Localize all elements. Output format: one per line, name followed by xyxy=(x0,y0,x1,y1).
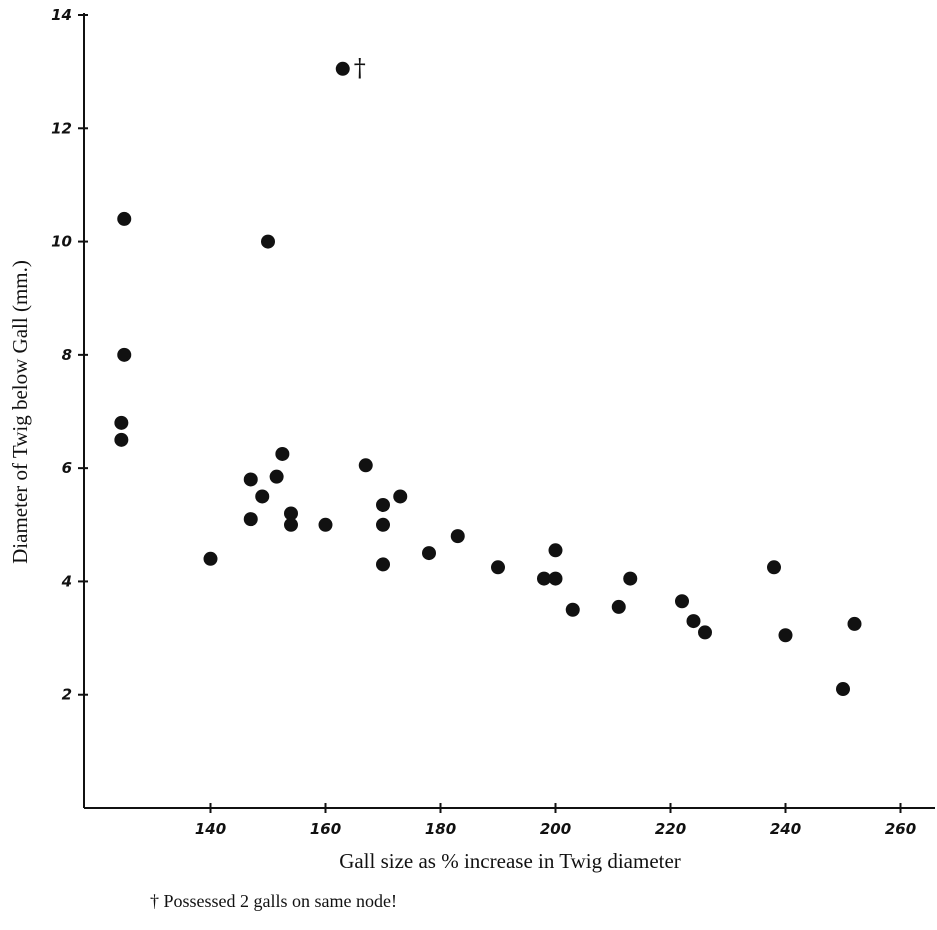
data-point xyxy=(393,489,408,504)
y-axis-title: Diameter of Twig below Gall (mm.) xyxy=(8,260,32,564)
y-tick-label: 12 xyxy=(51,119,72,137)
data-point xyxy=(114,432,129,447)
data-point xyxy=(255,489,270,504)
data-point xyxy=(284,506,298,521)
data-point xyxy=(450,529,465,544)
y-tick-label: 4 xyxy=(61,572,72,590)
data-point xyxy=(698,625,712,640)
axes xyxy=(83,13,935,809)
y-tick-label: 2 xyxy=(62,686,72,704)
data-point xyxy=(376,497,390,512)
x-axis-title: Gall size as % increase in Twig diameter xyxy=(339,849,681,873)
data-point xyxy=(376,557,390,572)
data-point xyxy=(623,571,638,586)
data-point xyxy=(318,517,333,532)
data-point xyxy=(269,469,284,484)
data-point xyxy=(548,543,563,558)
data-point xyxy=(243,472,258,487)
x-tick-label: 260 xyxy=(885,820,916,838)
data-point xyxy=(335,61,350,76)
y-ticks: 2 4 6 8 10 12 14 xyxy=(51,6,88,704)
y-tick-label: 14 xyxy=(51,6,72,24)
data-point xyxy=(376,517,390,532)
data-point xyxy=(203,551,218,566)
data-point xyxy=(675,594,689,609)
y-tick-label: 6 xyxy=(62,459,72,477)
x-tick-label: 140 xyxy=(195,820,226,838)
data-point xyxy=(847,616,862,631)
data-point xyxy=(611,599,626,614)
data-point xyxy=(565,602,580,617)
data-point xyxy=(836,682,850,697)
y-tick-label: 8 xyxy=(62,346,72,364)
data-point xyxy=(422,546,436,561)
data-points: † xyxy=(114,54,862,697)
footnote: † Possessed 2 galls on same node! xyxy=(150,891,397,911)
x-tick-label: 200 xyxy=(540,820,571,838)
data-point xyxy=(243,512,258,527)
dagger-marker: † xyxy=(354,54,366,82)
x-ticks: 140 160 180 200 220 240 260 xyxy=(195,803,916,838)
data-point xyxy=(114,415,129,430)
y-tick-label: 10 xyxy=(51,233,72,251)
x-tick-label: 180 xyxy=(425,820,456,838)
data-point xyxy=(778,628,793,643)
x-tick-label: 240 xyxy=(770,820,801,838)
data-point xyxy=(117,347,132,362)
data-point xyxy=(686,614,701,629)
x-tick-label: 220 xyxy=(655,820,686,838)
data-point xyxy=(284,517,298,532)
data-point xyxy=(275,446,290,461)
data-point xyxy=(358,458,373,473)
data-point xyxy=(767,560,781,575)
x-tick-label: 160 xyxy=(310,820,341,838)
data-point xyxy=(261,234,275,249)
data-point xyxy=(548,571,563,586)
data-point xyxy=(117,211,132,226)
data-point xyxy=(491,560,505,575)
data-point xyxy=(537,571,551,586)
